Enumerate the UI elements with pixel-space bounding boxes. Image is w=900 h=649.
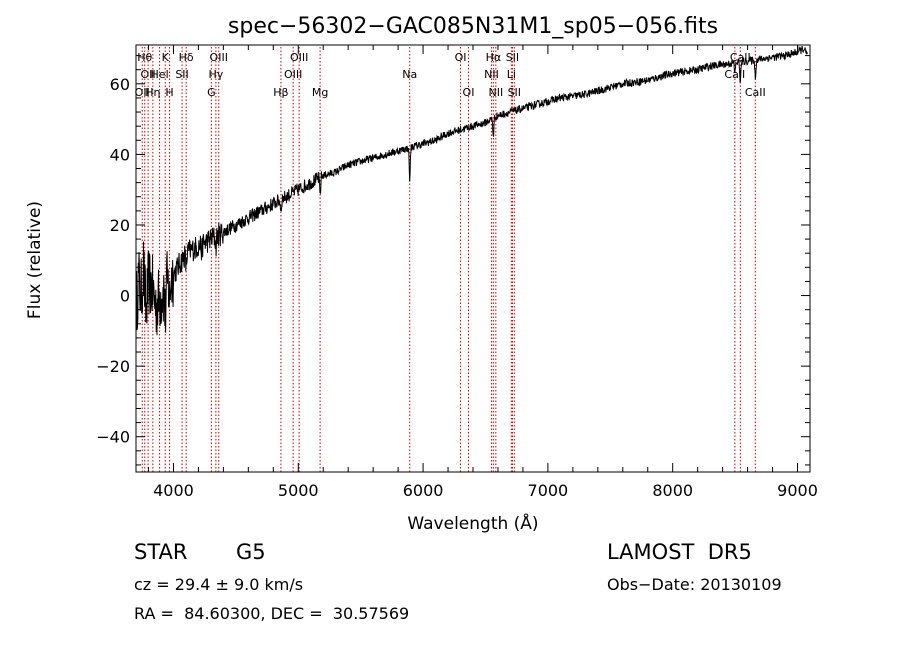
y-tick-label: 20 [110,216,130,235]
spectral-line-label: OII [141,68,156,81]
spectral-line-label: OII [135,86,150,99]
spectral-line-label: K [162,51,170,64]
plot-axes: 4000 5000 6000 7000 8000 9000 −40 −20 0 20 40 60 [96,44,818,500]
spectral-line-label: SII [508,86,521,99]
spectral-line-label: NII [488,86,503,99]
spectral-line-label: SII [175,68,188,81]
plot-frame [135,44,811,473]
redshift-readout: cz = 29.4 ± 9.0 km/s [134,575,304,594]
spectrum-series-line [135,45,808,342]
object-subclass: G5 [236,540,266,564]
survey-name: LAMOST DR5 [607,540,752,564]
spectral-line-label: Hθ [137,51,152,64]
spectral-line-label: OIII [284,68,302,81]
y-tick-label: 40 [110,145,130,164]
y-tick-label: −40 [96,428,130,447]
spectral-line-label: OIII [290,51,308,64]
spectral-line-label: OIII [210,51,228,64]
coordinates-readout: RA = 84.60300, DEC = 30.57569 [134,604,410,623]
spectral-line-label: Na [402,68,417,81]
spectral-line-markers [141,47,756,472]
spectral-line-label: H [165,86,173,99]
x-tick-label: 6000 [403,481,444,500]
spectral-line-label: Hγ [208,68,223,81]
x-tick-label: 9000 [777,481,818,500]
y-axis-label: Flux (relative) [25,201,45,319]
object-class: STAR [134,540,188,564]
x-tick-label: 7000 [528,481,569,500]
y-tick-label: −20 [96,357,130,376]
spectral-line-label: Hβ [273,86,288,99]
spectral-line-label: NII [484,68,499,81]
spectral-line-label: SII [506,51,519,64]
x-tick-label: 4000 [153,481,194,500]
spectral-line-label: Mg [312,86,328,99]
x-tick-label: 8000 [652,481,693,500]
spectral-line-label: Hη [145,86,160,99]
y-tick-label: 0 [120,287,130,306]
spectral-line-label: Hel [151,68,169,81]
spectral-line-label: Li [507,68,516,81]
spectral-line-label: G [207,86,216,99]
spectral-line-label: Hδ [179,51,194,64]
x-tick-label: 5000 [278,481,319,500]
observation-date: Obs−Date: 20130109 [607,575,782,594]
spectral-line-label: CaII [745,86,766,99]
spectral-line-label: Hα [486,51,502,64]
y-tick-label: 60 [110,75,130,94]
chart-title: spec−56302−GAC085N31M1_sp05−056.fits [228,14,718,39]
spectral-line-label: OI [455,51,467,64]
x-axis-label: Wavelength (Å) [407,512,538,534]
spectral-line-label: OI [463,86,475,99]
